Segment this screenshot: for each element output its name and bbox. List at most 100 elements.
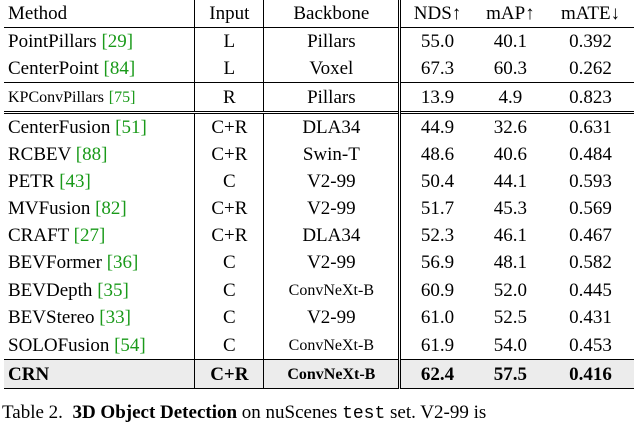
table-cell: 0.416 <box>547 359 634 389</box>
cell-text: 52.3 <box>420 225 455 246</box>
table-cell: 46.1 <box>474 222 547 249</box>
table-cell: C+R <box>194 111 265 141</box>
table-cell: 61.0 <box>400 304 474 331</box>
header-cell: mAP↑ <box>473 0 548 28</box>
citation: [33] <box>99 307 131 328</box>
table-cell: R <box>194 82 265 113</box>
table-cell: 52.0 <box>474 276 547 304</box>
cell-text: 32.6 <box>493 117 527 138</box>
table-cell: 50.4 <box>400 168 474 195</box>
cell-text: 44.9 <box>420 117 455 138</box>
method-cell: PETR [43] <box>4 168 196 195</box>
table-cell: 60.9 <box>400 276 474 304</box>
results-table: Method Input Backbone NDS↑ mAP↑ mATE↓ PointPi… <box>4 0 634 389</box>
cell-text: 60.9 <box>420 279 455 301</box>
cell-text: C+R <box>211 225 248 246</box>
table-cell: 0.392 <box>547 28 634 56</box>
cell-text: 48.1 <box>493 252 527 273</box>
caption-text: on nuScenes <box>241 402 338 423</box>
method-name: CenterPoint <box>8 58 99 79</box>
method-cell: BEVDepth [35] <box>4 276 196 304</box>
table-cell: L <box>194 27 265 55</box>
cell-text: 51.7 <box>420 198 455 219</box>
table-cell: Swin-T <box>263 141 402 168</box>
table-cell: 0.445 <box>547 276 634 304</box>
method-name: BEVFormer <box>8 252 102 273</box>
cell-text: C+R <box>211 117 248 138</box>
cell-text: 0.416 <box>569 363 612 385</box>
citation: [51] <box>115 117 147 138</box>
caption: Table 2. 3D Object Detection on nuScenes… <box>2 402 486 424</box>
cell-text: 0.467 <box>569 225 612 246</box>
method-name: PETR <box>8 171 55 192</box>
method-name: PointPillars <box>8 31 97 52</box>
cell-text: 61.0 <box>420 307 455 328</box>
cell-text: 0.823 <box>569 86 612 108</box>
table-cell: V2-99 <box>263 195 402 222</box>
cell-text: C <box>223 171 236 192</box>
table-cell: 0.453 <box>547 331 634 360</box>
cell-text: 0.484 <box>569 144 612 165</box>
method-name: CRAFT <box>8 225 69 246</box>
method-cell: BEVStereo [33] <box>4 304 196 331</box>
table-row: SOLOFusion [54] C ConvNeXt-B 61.9 54.0 0.453 <box>4 331 634 360</box>
method-cell: CRN <box>4 359 196 389</box>
method-cell: BEVFormer [36] <box>4 249 196 276</box>
header-cell: Backbone <box>263 0 402 28</box>
cell-text: 0.431 <box>569 307 612 328</box>
cell-text: C+R <box>211 144 248 165</box>
cell-text: Voxel <box>309 58 354 79</box>
cell-text: C <box>223 279 236 301</box>
table-cell: L <box>194 55 265 83</box>
header-cell: mATE↓ <box>547 0 634 28</box>
cell-text: ConvNeXt-B <box>287 366 376 383</box>
caption-code: test <box>342 404 386 424</box>
table-cell: V2-99 <box>263 249 402 276</box>
cell-text: 45.3 <box>493 198 527 219</box>
header-cell: NDS↑ <box>399 0 474 28</box>
cell-text: C+R <box>211 198 248 219</box>
table-cell: 0.823 <box>547 82 634 113</box>
cell-text: 13.9 <box>420 86 455 108</box>
table-cell: 61.9 <box>400 331 474 360</box>
method-cell: CenterFusion [51] <box>4 111 196 141</box>
table-cell: DLA34 <box>263 111 402 141</box>
table-cell: 0.262 <box>547 55 634 83</box>
method-name: BEVStereo <box>8 307 95 328</box>
cell-text: V2-99 <box>307 307 356 328</box>
cell-text: 0.445 <box>569 279 612 301</box>
table-cell: 40.1 <box>474 28 547 56</box>
table-cell: ConvNeXt-B <box>263 359 402 389</box>
citation: [35] <box>97 279 129 301</box>
table-cell: 48.6 <box>400 141 474 168</box>
header-row: Method Input Backbone NDS↑ mAP↑ mATE↓ <box>4 0 634 28</box>
table-cell: C <box>194 304 265 331</box>
cell-text: C <box>223 252 236 273</box>
citation: [36] <box>106 252 139 273</box>
table-cell: 13.9 <box>399 82 474 113</box>
table-row: KPConvPillars [75] R Pillars 13.9 4.9 0.823 <box>4 82 634 113</box>
method-cell: PointPillars [29] <box>4 27 196 55</box>
cell-text: 0.569 <box>569 198 612 219</box>
cell-text: 62.4 <box>420 363 455 385</box>
citation: [27] <box>73 225 106 246</box>
cell-text: 61.9 <box>420 334 455 356</box>
table-cell: 48.1 <box>474 249 547 276</box>
table-cell: Voxel <box>263 55 402 83</box>
cell-text: 50.4 <box>420 171 455 192</box>
table-cell: 52.3 <box>400 222 474 249</box>
header-cell: Input <box>194 0 265 28</box>
cell-text: 60.3 <box>493 58 527 79</box>
table-row: MVFusion [82] C+R V2-99 51.7 45.3 0.569 <box>4 195 634 222</box>
cell-text: 4.9 <box>498 86 523 108</box>
method-name: CRN <box>8 363 50 385</box>
method-name: CenterFusion <box>8 117 111 138</box>
cell-text: L <box>223 58 236 79</box>
cell-text: 55.0 <box>420 31 455 52</box>
table-cell: 0.467 <box>547 222 634 249</box>
cell-text: Swin-T <box>302 144 360 165</box>
cell-text: C <box>223 334 236 356</box>
table-cell: C <box>194 168 265 195</box>
table-cell: 56.9 <box>400 249 474 276</box>
